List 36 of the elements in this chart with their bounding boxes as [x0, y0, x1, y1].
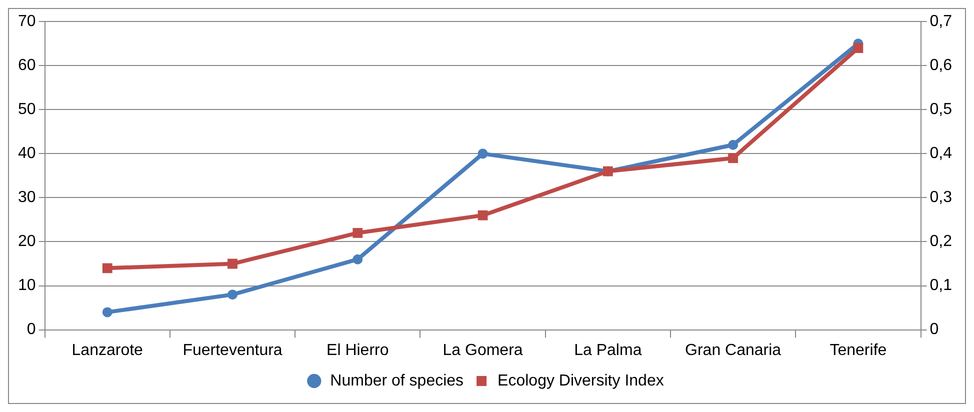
y2-tick-label: 0,2	[930, 233, 952, 250]
y2-tick-label: 0,6	[930, 57, 952, 74]
y2-tick-label: 0,1	[930, 277, 952, 294]
x-tick-label: La Palma	[574, 342, 642, 359]
y2-tick-label: 0,5	[930, 101, 952, 118]
y-tick-label: 40	[18, 145, 36, 162]
x-tick-label: Fuerteventura	[182, 342, 282, 359]
point	[102, 307, 112, 318]
y-tick-label: 0	[26, 321, 36, 338]
x-tick-label: Gran Canaria	[685, 342, 782, 359]
point	[478, 210, 488, 220]
x-tick-label: Tenerife	[830, 342, 887, 359]
point	[228, 290, 238, 300]
y-tick-label: 10	[18, 277, 36, 294]
point	[352, 228, 363, 238]
y-tick-label: 60	[18, 57, 36, 74]
legend-label: Number of species	[330, 372, 464, 390]
x-tick-label: Lanzarote	[72, 342, 144, 359]
y-tick-label: 50	[18, 101, 36, 118]
x-tick-label: El Hierro	[326, 342, 389, 359]
point	[728, 140, 738, 150]
y2-tick-label: 0,3	[930, 189, 952, 206]
x-tick-label: La Gomera	[442, 342, 523, 359]
point	[853, 43, 864, 53]
point	[478, 148, 488, 159]
y-tick-label: 70	[18, 13, 36, 30]
y-tick-label: 30	[18, 189, 36, 206]
point	[228, 258, 238, 269]
y-tick-label: 20	[18, 233, 36, 250]
point	[352, 254, 363, 264]
y2-tick-label: 0	[930, 321, 939, 338]
legend-label: Ecology Diversity Index	[498, 372, 664, 390]
point	[102, 263, 112, 274]
point	[728, 153, 738, 164]
y2-tick-label: 0,7	[930, 13, 952, 30]
y2-tick-label: 0,4	[930, 145, 952, 162]
